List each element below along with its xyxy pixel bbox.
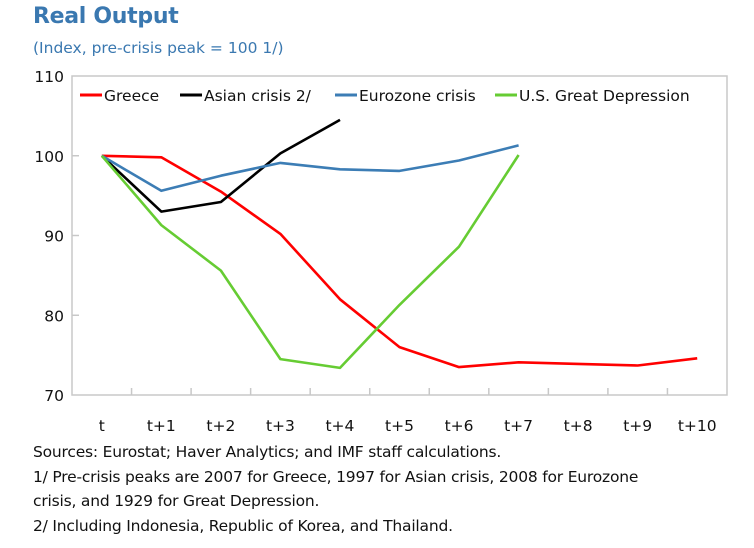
y-tick-label: 110 xyxy=(34,68,64,86)
series-line-greece xyxy=(101,154,698,369)
x-tick-label: t+2 xyxy=(206,417,235,435)
legend-label: Greece xyxy=(104,87,159,105)
chart-subtitle: (Index, pre-crisis peak = 100 1/) xyxy=(33,39,284,57)
series-line-asian-crisis-2 xyxy=(100,118,341,213)
footnotes: Sources: Eurostat; Haver Analytics; and … xyxy=(33,440,638,538)
y-axis: 70 80 90 100 110 xyxy=(34,68,79,405)
x-tick-label: t+6 xyxy=(445,417,474,435)
chart-title: Real Output xyxy=(33,4,179,29)
y-tick-label: 70 xyxy=(44,387,64,405)
line-chart: 70 80 90 100 110 t t+1 t+2 t+3 t+4 t+5 t+6 t+7 t+8 t+… xyxy=(34,68,728,435)
series-line-u-s-great-depression xyxy=(100,154,520,370)
y-tick-label: 90 xyxy=(44,228,64,246)
source-note: Sources: Eurostat; Haver Analytics; and … xyxy=(33,443,502,461)
legend-label: Asian crisis 2/ xyxy=(204,87,312,105)
legend-label: Eurozone crisis xyxy=(359,87,476,105)
footnote-1-cont: crisis, and 1929 for Great Depression. xyxy=(33,492,320,510)
x-tick-label: t+8 xyxy=(564,417,593,435)
series-line-eurozone-crisis xyxy=(101,144,519,193)
x-tick-label: t+10 xyxy=(678,417,717,435)
legend: Greece Asian crisis 2/Eurozone crisis U.S.… xyxy=(80,87,690,105)
y-tick-label: 80 xyxy=(44,307,64,325)
footnote-2: 2/ Including Indonesia, Republic of Kore… xyxy=(33,516,453,535)
x-tick-label: t+5 xyxy=(385,417,414,435)
x-tick-label: t+4 xyxy=(325,417,354,435)
y-tick-label: 100 xyxy=(34,148,64,166)
series-lines xyxy=(100,118,698,370)
x-axis: t t+1 t+2 t+3 t+4 t+5 t+6 t+7 t+8 t+9 t+10 xyxy=(99,388,717,435)
x-tick-label: t xyxy=(99,417,105,435)
x-tick-label: t+9 xyxy=(623,417,652,435)
x-tick-label: t+3 xyxy=(266,417,295,435)
x-tick-label: t+1 xyxy=(147,417,176,435)
x-tick-label: t+7 xyxy=(504,417,533,435)
legend-label: U.S. Great Depression xyxy=(519,87,690,105)
footnote-1: 1/ Pre-crisis peaks are 2007 for Greece,… xyxy=(33,467,639,486)
